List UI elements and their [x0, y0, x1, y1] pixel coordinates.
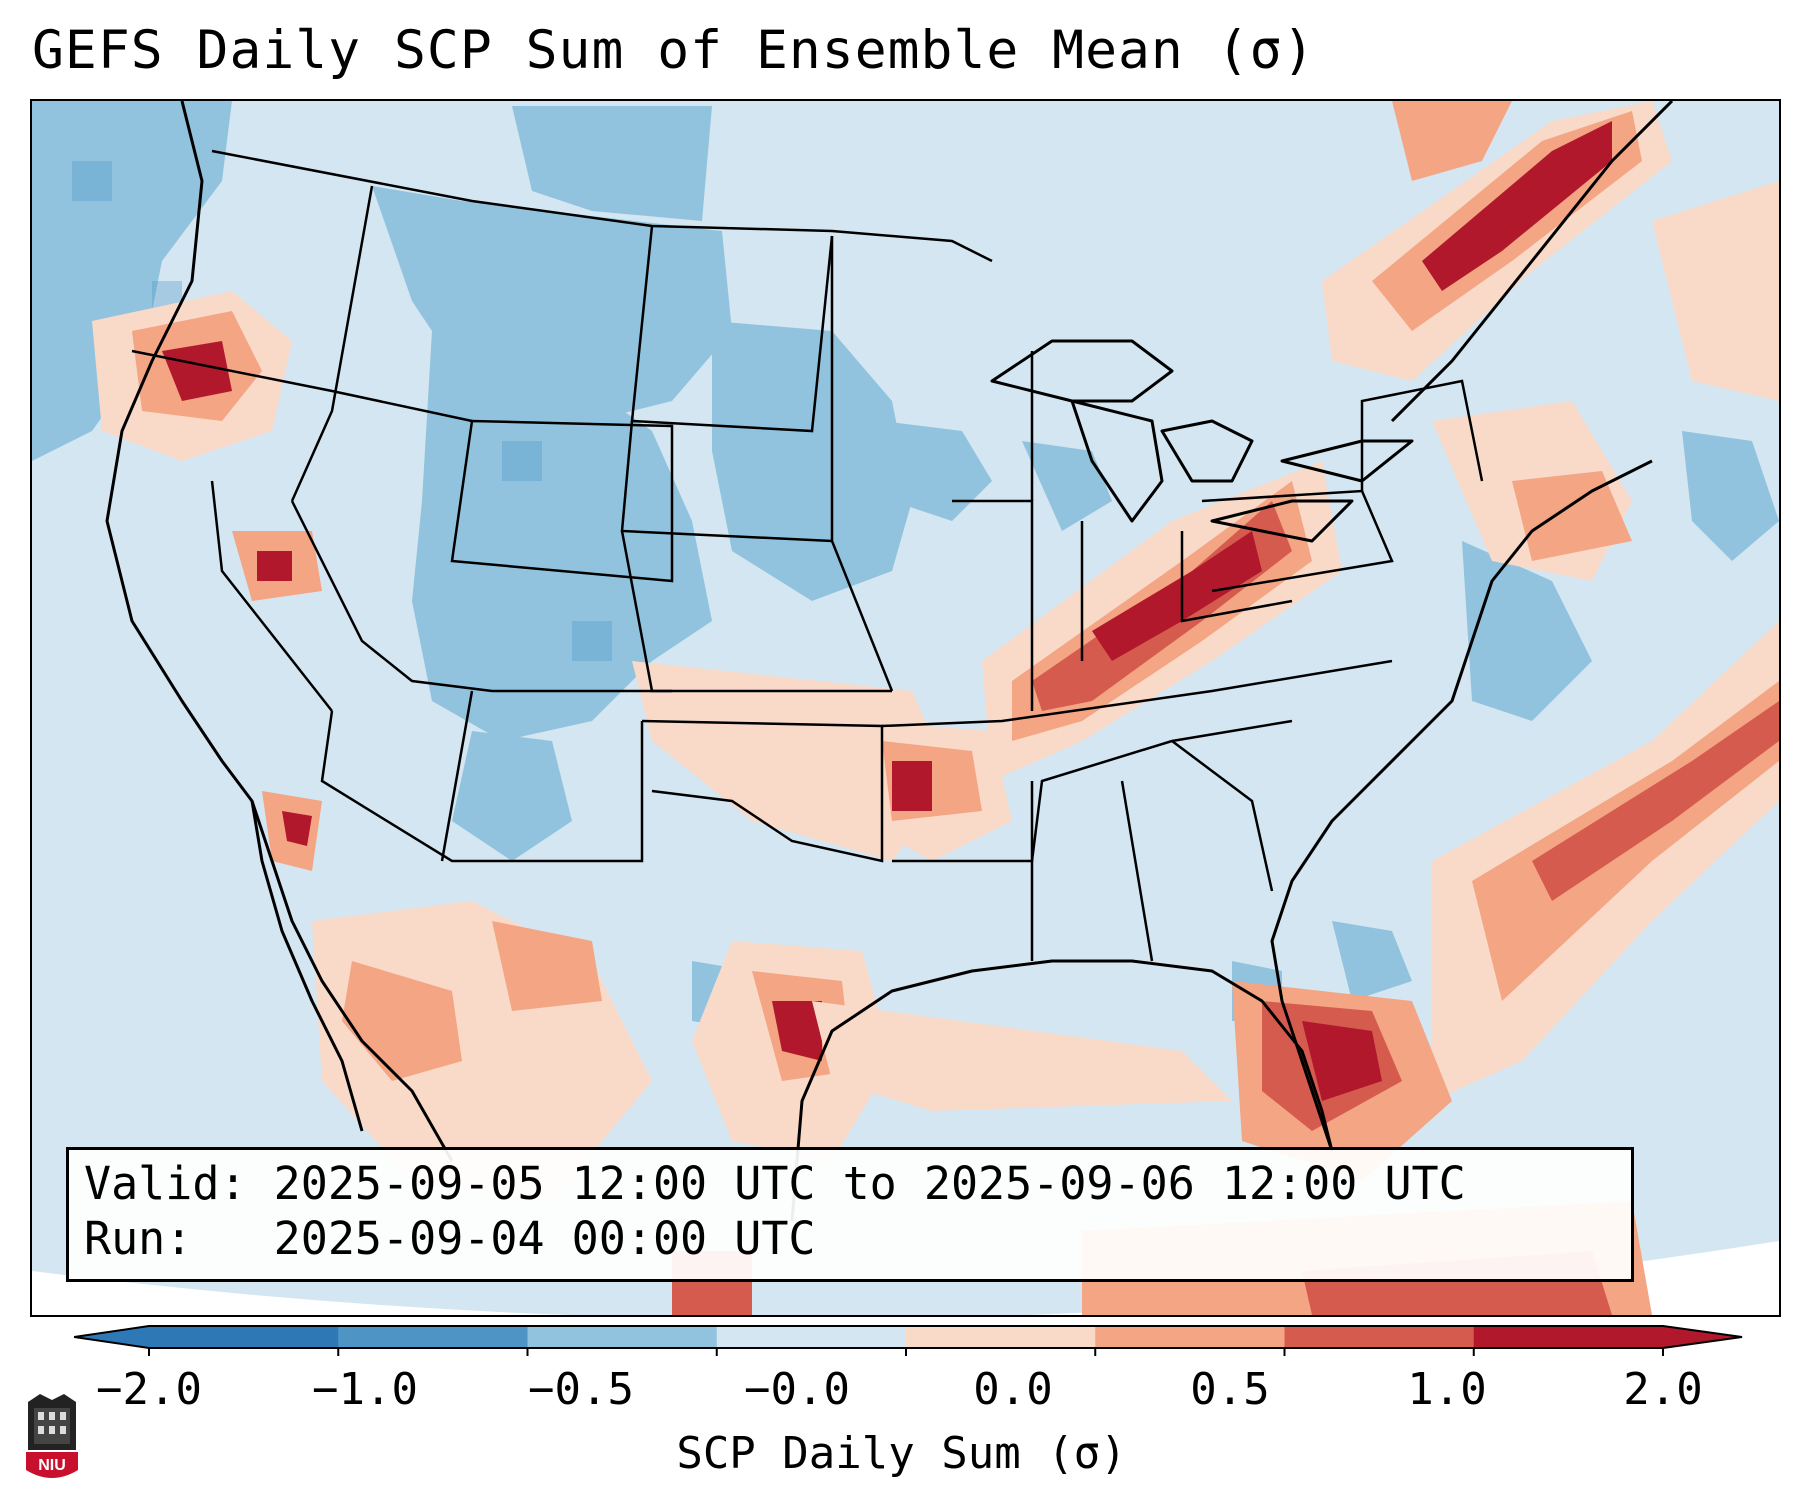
- colorbar-tick-label: 1.0: [1407, 1364, 1487, 1415]
- colorbar-tick-label: 0.5: [1190, 1364, 1270, 1415]
- valid-time: 2025-09-05 12:00 UTC to 2025-09-06 12:00…: [273, 1157, 1466, 1210]
- negative-anomaly-regions: [32, 101, 1779, 1315]
- run-label: Run:: [84, 1212, 193, 1265]
- colorbar-segment: [1284, 1326, 1475, 1348]
- map-canvas: [32, 101, 1779, 1315]
- colorbar-segment: [716, 1326, 907, 1348]
- colorbar: [74, 1325, 1743, 1356]
- map-panel: [30, 99, 1781, 1317]
- valid-label: Valid:: [84, 1157, 247, 1210]
- colorbar-tick-label: −0.0: [744, 1364, 850, 1415]
- niu-logo: NIU: [26, 1394, 78, 1478]
- colorbar-extend-low: [74, 1326, 149, 1348]
- colorbar-tick-label: −1.0: [312, 1364, 418, 1415]
- colorbar-tick-label: 0.0: [973, 1364, 1053, 1415]
- map-title: GEFS Daily SCP Sum of Ensemble Mean (σ): [32, 20, 1316, 81]
- colorbar-segment: [338, 1326, 528, 1348]
- colorbar-tick-label: −0.5: [528, 1364, 634, 1415]
- colorbar-segment: [149, 1326, 339, 1348]
- colorbar-segment: [1473, 1326, 1664, 1348]
- colorbar-segment: [527, 1326, 718, 1348]
- run-time: 2025-09-04 00:00 UTC: [273, 1212, 816, 1265]
- colorbar-label: SCP Daily Sum (σ): [676, 1428, 1127, 1479]
- valid-run-box: Valid: 2025-09-05 12:00 UTC to 2025-09-0…: [66, 1147, 1634, 1282]
- colorbar-tick-label: −2.0: [96, 1364, 202, 1415]
- colorbar-segment: [906, 1326, 1096, 1348]
- colorbar-extend-high: [1663, 1326, 1742, 1348]
- colorbar-segment: [1095, 1326, 1285, 1348]
- coastline-boundaries: [105, 101, 1674, 1222]
- logo-text: NIU: [38, 1457, 66, 1474]
- state-borders: [131, 149, 1484, 962]
- colorbar-tick-label: 2.0: [1623, 1364, 1703, 1415]
